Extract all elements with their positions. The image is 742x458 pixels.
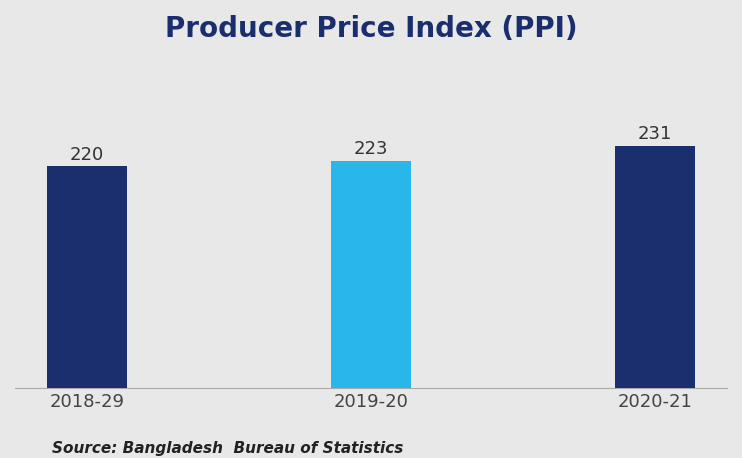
Bar [331, 161, 411, 458]
Bar [615, 146, 695, 458]
Text: 223: 223 [354, 140, 388, 158]
Text: 220: 220 [70, 146, 104, 164]
Title: Producer Price Index (PPI): Producer Price Index (PPI) [165, 15, 577, 43]
Bar [47, 166, 127, 458]
Text: Source: Bangladesh  Bureau of Statistics: Source: Bangladesh Bureau of Statistics [52, 442, 404, 457]
Text: 231: 231 [637, 125, 672, 143]
